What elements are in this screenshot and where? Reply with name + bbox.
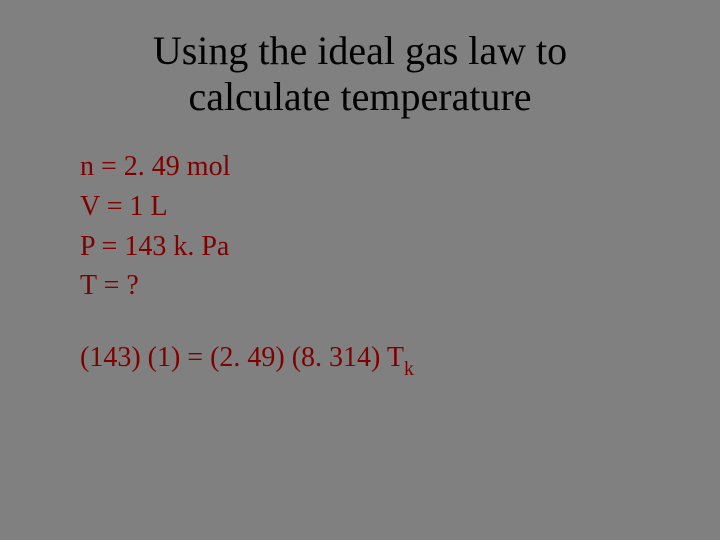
spacer xyxy=(80,307,640,339)
equation-text: (143) (1) = (2. 49) (8. 314) T xyxy=(80,342,404,373)
equation-subscript: k xyxy=(404,359,414,380)
line-n: n = 2. 49 mol xyxy=(80,148,640,186)
slide-title: Using the ideal gas law to calculate tem… xyxy=(80,28,640,120)
slide: Using the ideal gas law to calculate tem… xyxy=(0,0,720,540)
line-t: T = ? xyxy=(80,267,640,305)
line-v: V = 1 L xyxy=(80,188,640,226)
line-p: P = 143 k. Pa xyxy=(80,228,640,266)
line-equation: (143) (1) = (2. 49) (8. 314) Tk xyxy=(80,339,640,381)
